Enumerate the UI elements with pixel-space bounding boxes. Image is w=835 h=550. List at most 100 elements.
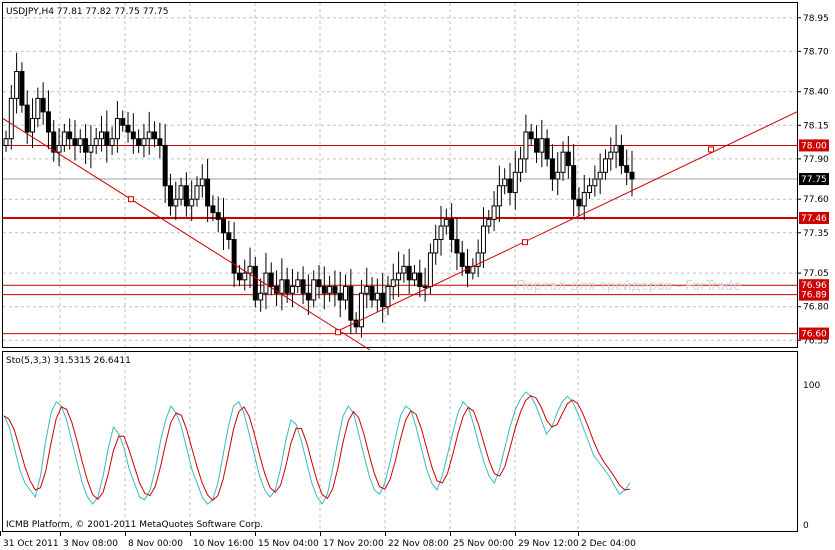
level-label-bg: [799, 327, 829, 340]
candle-body: [475, 252, 481, 267]
y-tick-label: 77.60: [803, 195, 829, 205]
copyright-text: ICMB Platform, © 2001-2011 MetaQuotes So…: [6, 520, 263, 530]
candle-body: [496, 185, 502, 207]
candle-body: [348, 286, 354, 321]
candle-body: [518, 158, 524, 173]
candle-body: [77, 138, 83, 146]
candle-body: [35, 97, 41, 120]
candle-body: [459, 252, 465, 267]
x-tick-label: 2 Dec 04:00: [581, 539, 636, 549]
x-tick-label: 15 Nov 04:00: [258, 539, 319, 549]
candle-body: [183, 185, 189, 207]
candle-body: [136, 138, 142, 146]
candle-body: [14, 71, 20, 99]
candle-body: [130, 131, 136, 140]
candle-body: [555, 171, 561, 180]
stoch-y-tick-label: 0: [803, 521, 809, 531]
candle-body: [231, 239, 237, 274]
candle-body: [438, 225, 444, 240]
level-label-bg: [799, 288, 829, 301]
candle-body: [343, 286, 349, 301]
candle-body: [332, 286, 338, 294]
candle-body: [167, 185, 173, 207]
candle-body: [125, 124, 131, 133]
candle-body: [592, 178, 598, 187]
candle-body: [247, 265, 253, 274]
candle-body: [507, 178, 513, 193]
watermark: Портал для трейдеров - ForTrade: [516, 279, 741, 294]
candle-body: [45, 111, 51, 133]
candles: [3, 52, 635, 338]
candle-body: [597, 171, 603, 180]
indicator-panel-frame: [2, 351, 798, 532]
candle-body: [374, 292, 380, 301]
candle-body: [587, 185, 593, 193]
candle-body: [236, 272, 242, 281]
x-tick-label: 31 Oct 2011: [3, 539, 59, 549]
candle-body: [380, 292, 386, 308]
x-tick-label: 8 Nov 00:00: [128, 539, 183, 549]
candle-body: [549, 158, 555, 180]
x-tick-label: 3 Nov 08:00: [63, 539, 118, 549]
trendline-anchor: [708, 146, 714, 153]
candle-body: [252, 265, 258, 301]
candle-body: [104, 131, 110, 146]
candle-body: [120, 118, 126, 126]
candle-body: [173, 198, 179, 207]
candle-body: [146, 131, 152, 140]
candle-body: [93, 138, 99, 146]
trendlines: [2, 111, 798, 351]
candle-body: [385, 286, 391, 308]
candle-body: [162, 144, 168, 187]
stoch-signal-line: [3, 395, 631, 501]
stoch-main-line: [3, 391, 631, 505]
candle-body: [114, 118, 120, 140]
candle-body: [422, 286, 428, 289]
candle-body: [337, 292, 343, 301]
candle-body: [560, 151, 566, 173]
candle-body: [8, 97, 14, 140]
y-tick-label: 76.55: [803, 336, 829, 346]
candle-body: [327, 286, 333, 294]
candle-body: [443, 218, 449, 227]
candle-body: [30, 118, 36, 133]
y-tick-label: 77.05: [803, 269, 829, 279]
candle-body: [571, 165, 577, 200]
candle-body: [88, 144, 94, 153]
candle-body: [534, 138, 540, 153]
y-tick-label: 76.80: [803, 303, 829, 313]
y-tick-label: 78.95: [803, 14, 829, 24]
candle-body: [19, 71, 25, 106]
candle-body: [602, 158, 608, 173]
candle-body: [427, 252, 433, 288]
candle-body: [242, 272, 248, 281]
candle-body: [528, 131, 534, 140]
candle-body: [61, 131, 67, 146]
candle-body: [565, 151, 571, 167]
candle-body: [544, 138, 550, 160]
candle-body: [401, 265, 407, 274]
candle-body: [205, 178, 211, 207]
candle-body: [221, 218, 227, 234]
time-axis: 31 Oct 2011 3 Nov 08:00 8 Nov 00:00 10 Nov …: [0, 531, 636, 549]
level-label-bg: [799, 139, 829, 152]
y-tick-label: 78.15: [803, 121, 829, 131]
symbol-info: USDJPY,H4 77.81 77.82 77.75 77.75: [6, 7, 168, 17]
candle-body: [215, 212, 221, 220]
candle-body: [199, 178, 205, 187]
x-tick-label: 25 Nov 00:00: [453, 539, 514, 549]
y-tick-label: 78.70: [803, 47, 829, 57]
candle-body: [390, 279, 396, 288]
candle-body: [98, 131, 104, 140]
x-tick-label: 22 Nov 08:00: [388, 539, 449, 549]
candle-body: [629, 171, 635, 180]
candle-body: [300, 279, 306, 294]
candle-body: [576, 198, 582, 207]
candle-body: [284, 279, 290, 294]
candle-body: [491, 205, 497, 220]
candle-body: [40, 97, 46, 113]
level-label-bg: [799, 212, 829, 224]
candle-body: [411, 272, 417, 281]
candle-body: [67, 131, 73, 140]
